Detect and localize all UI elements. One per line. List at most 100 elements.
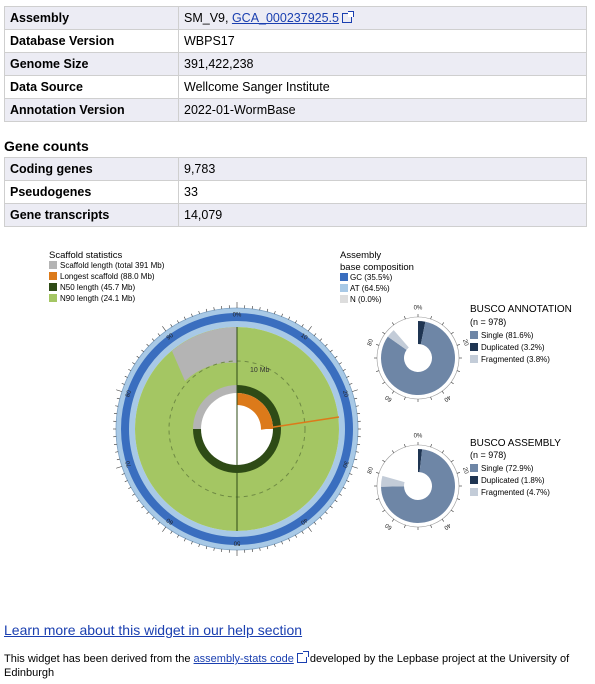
legend-n50-label: N50 length (45.7 Mb) [60, 283, 135, 292]
snail-tick [266, 308, 269, 312]
busco-tick [382, 381, 386, 385]
busco-assembly-dup-label: Duplicated (1.8%) [481, 476, 545, 485]
footer-prefix: This widget has been derived from the [4, 653, 194, 665]
snail-longest-arc [237, 393, 273, 429]
busco-tick-label: 20 [461, 467, 469, 476]
snail-tick [141, 349, 144, 353]
snail-tick [151, 338, 155, 342]
snail-tick [319, 338, 323, 342]
busco-tick [441, 390, 445, 394]
legend-swatch-n50 [49, 283, 57, 291]
snail-tick [349, 473, 353, 475]
snail-tick [170, 531, 173, 534]
assembly-stats-widget: Scaffold statistics Scaffold length (tot… [49, 250, 572, 556]
busco-tick [404, 524, 406, 528]
table-row: Coding genes 9,783 [4, 157, 587, 181]
snail-tick [121, 473, 125, 475]
snail-tick [288, 316, 291, 320]
snail-tick [354, 397, 358, 400]
snail-tick [198, 543, 200, 548]
snail-tick [307, 326, 312, 332]
busco-annotation-chart: BUSCO ANNOTATION (n = 978) Single (81.6%… [367, 304, 572, 403]
snail-tick [132, 493, 135, 496]
snail-tick [266, 546, 269, 550]
snail-tick [183, 316, 186, 320]
table-row: Assembly SM_V9, GCA_000237925.5 [4, 6, 587, 30]
snail-tick [162, 526, 167, 532]
row-value: SM_V9, GCA_000237925.5 [178, 6, 587, 30]
snail-tick [307, 526, 312, 532]
busco-annotation-single-label: Single (81.6%) [481, 331, 534, 340]
snail-tick [351, 466, 358, 469]
snail-tick [355, 451, 359, 453]
snail-tick [121, 383, 125, 385]
snail-tick [319, 516, 323, 520]
busco-tick-label: 20 [461, 339, 469, 348]
busco-tick [430, 316, 432, 320]
busco-tick [456, 344, 460, 346]
row-label: Coding genes [4, 157, 179, 181]
snail-tick [198, 310, 200, 315]
snail-tick [259, 307, 261, 311]
external-link-icon [341, 11, 354, 23]
snail-tick [124, 480, 128, 483]
snail-longest-pointer [260, 416, 340, 430]
row-value: 14,079 [178, 203, 587, 227]
snail-tick [334, 355, 338, 359]
row-value: 2022-01-WormBase [178, 98, 587, 122]
assembly-stats-code-link[interactable]: assembly-stats code [193, 653, 294, 665]
snail-scaffold-steps [172, 327, 237, 381]
assembly-accession-link[interactable]: GCA_000237925.5 [231, 11, 339, 25]
external-link-icon [296, 651, 309, 663]
snail-tick [116, 389, 123, 392]
busco-assembly-single-swatch [470, 464, 478, 472]
snail-tick [128, 368, 132, 371]
snail-tick [115, 405, 119, 407]
busco-tick [391, 322, 395, 326]
busco-tick [404, 396, 406, 400]
snail-tick [176, 320, 179, 324]
snail-tick [176, 534, 179, 538]
help-section-link[interactable]: Learn more about this widget in our help… [4, 622, 303, 638]
snail-tick [151, 516, 155, 520]
busco-annotation-frag-swatch [470, 355, 478, 363]
legend-n90-label: N90 length (24.1 Mb) [60, 294, 135, 303]
snail-tick [191, 313, 193, 317]
legend-at-label: AT (64.5%) [350, 284, 390, 293]
snail-tick [157, 333, 161, 336]
snail-tick [339, 362, 342, 365]
row-label: Genome Size [4, 52, 179, 76]
snail-tick [288, 538, 291, 542]
snail-tick [274, 310, 276, 315]
busco-tick [376, 370, 380, 372]
busco-assembly-frag-label: Fragmented (4.7%) [481, 488, 550, 497]
snail-tick [334, 499, 338, 503]
row-label: Database Version [4, 29, 179, 53]
busco-tick [430, 444, 432, 448]
busco-annotation-frag-slice [387, 330, 409, 350]
snail-tick [346, 480, 350, 483]
snail-tick-label: 10 [299, 333, 308, 342]
busco-tick-label: 0% [414, 434, 423, 440]
snail-tick [274, 543, 276, 548]
scaffold-legend-title: Scaffold statistics [49, 250, 122, 261]
busco-tick [456, 472, 460, 474]
snail-tick [313, 333, 317, 336]
legend-swatch-n90 [49, 294, 57, 302]
busco-tick [391, 390, 395, 394]
snail-gc-ring [121, 313, 353, 545]
legend-scaffold-label: Scaffold length (total 391 Mb) [60, 261, 165, 270]
legend-swatch-scaffold [49, 261, 57, 269]
busco-tick [450, 509, 454, 513]
composition-legend-subtitle: base composition [340, 262, 414, 273]
snail-tick [191, 541, 193, 545]
gene-counts-heading: Gene counts [4, 138, 89, 154]
busco-tick [441, 322, 445, 326]
snail-tick [349, 383, 353, 385]
snail-tick-label: 60 [165, 516, 174, 525]
busco-tick-label: 80 [367, 466, 375, 475]
row-value: 9,783 [178, 157, 587, 181]
busco-tick [441, 518, 445, 522]
snail-tick [281, 313, 283, 317]
snail-tick [136, 355, 140, 359]
